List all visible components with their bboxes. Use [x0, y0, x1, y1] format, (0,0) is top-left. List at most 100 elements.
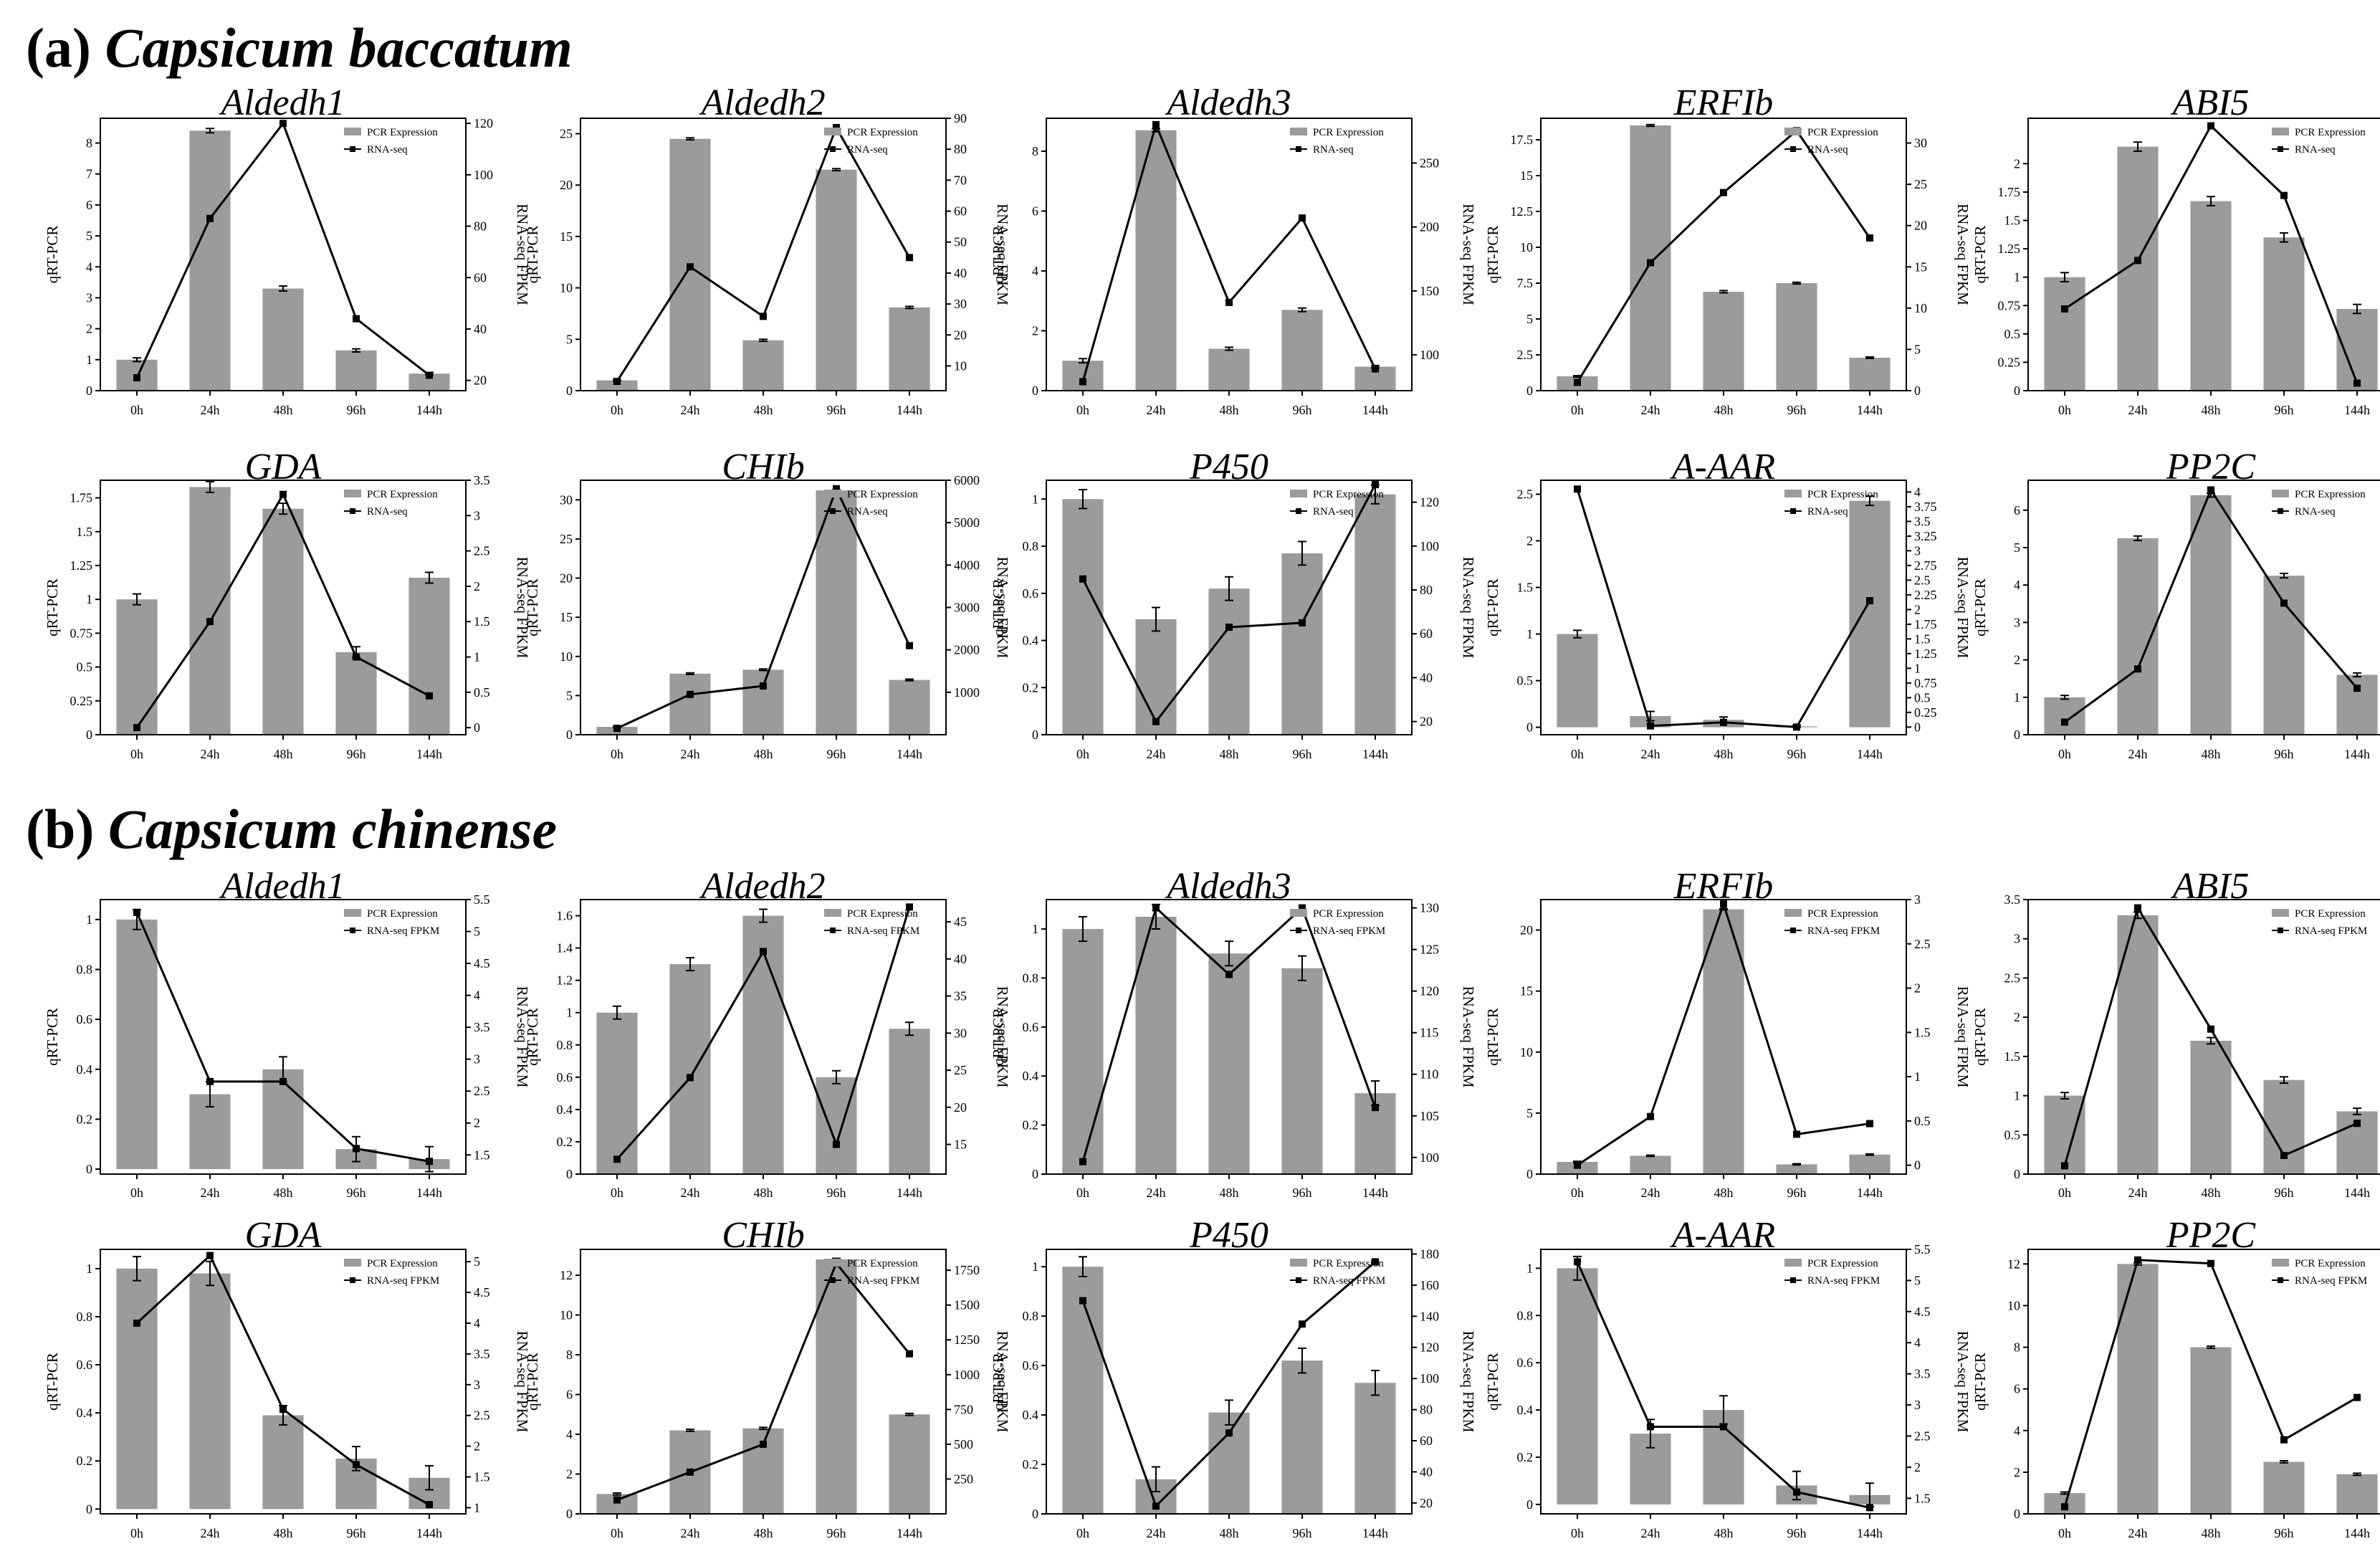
right-axis-title: RNA-seq FPKM [1460, 1331, 1477, 1433]
legend-swatch-marker [350, 508, 355, 514]
legend-label: PCR Expression [1807, 1258, 1878, 1269]
legend-label: PCR Expression [1313, 489, 1384, 500]
left-tick-label: 15 [1520, 168, 1533, 183]
right-tick-label: 0 [1914, 1158, 1921, 1173]
legend-label: PCR Expression [367, 127, 438, 138]
bar [262, 1069, 304, 1170]
legend-swatch-marker [1296, 928, 1301, 933]
left-tick-label: 0.4 [1023, 634, 1039, 648]
rna-seq-point [2280, 1151, 2288, 1159]
rna-seq-point [1225, 971, 1233, 978]
left-axis-title: qRT-PCR [1972, 226, 1989, 284]
right-tick-label: 0.5 [474, 685, 490, 700]
x-tick-label: 144h [1857, 747, 1883, 761]
right-tick-label: 25 [1914, 177, 1927, 191]
left-tick-label: 2 [1032, 323, 1038, 338]
rna-seq-point [906, 642, 913, 649]
legend-label: PCR Expression [2295, 1258, 2366, 1269]
left-tick-label: 0 [1526, 1167, 1533, 1181]
chart-b-abi5: ABI500.511.522.533.5501001502002500h24h4… [1972, 866, 2380, 1200]
right-tick-label: 3 [1914, 892, 1921, 907]
right-tick-label: 70 [954, 173, 967, 187]
legend-swatch-bar [344, 1259, 361, 1267]
legend-swatch-bar [1290, 909, 1307, 917]
left-tick-label: 8 [566, 1348, 573, 1362]
rna-seq-point [2280, 599, 2288, 607]
rna-seq-point [1372, 1104, 1379, 1112]
x-tick-label: 0h [1571, 1526, 1584, 1540]
bar [2117, 1264, 2159, 1514]
right-tick-label: 3 [1914, 1398, 1921, 1412]
x-tick-label: 48h [754, 403, 773, 417]
right-tick-label: 0 [474, 720, 480, 735]
legend-swatch-bar [1290, 490, 1307, 497]
left-tick-label: 0.75 [1998, 298, 2021, 313]
bar [1062, 361, 1104, 391]
panel-a-title: (a) Capsicum baccatum [26, 20, 573, 76]
right-axis-title: RNA-seq FPKM [1460, 986, 1477, 1088]
right-tick-label: 3.5 [1914, 514, 1931, 528]
chart-b-pp2c: PP2C024681012501001502002503003504000h24… [1972, 1215, 2380, 1540]
rna-seq-point [426, 692, 433, 700]
chart-a-pp2c: PP2C0123456501001502002500h24h48h96h144h… [1972, 447, 2380, 761]
legend-label: RNA-seq FPKM [1313, 925, 1385, 937]
left-tick-label: 1.5 [77, 525, 93, 539]
legend-label: PCR Expression [1313, 127, 1384, 138]
left-tick-label: 0 [1032, 383, 1038, 398]
left-tick-label: 15 [1520, 984, 1533, 998]
left-tick-label: 1.5 [2004, 214, 2021, 228]
right-tick-label: 100 [1420, 1150, 1439, 1165]
left-tick-label: 8 [2014, 1340, 2020, 1355]
x-tick-label: 144h [1857, 1526, 1883, 1540]
x-tick-label: 96h [2275, 1186, 2294, 1200]
left-tick-label: 30 [560, 492, 573, 507]
rna-seq-point [2134, 665, 2141, 673]
rna-seq-point [2353, 1120, 2361, 1128]
legend-label: RNA-seq [1807, 506, 1848, 518]
rna-seq-point [1647, 259, 1654, 267]
rna-seq-point [613, 378, 621, 386]
rna-seq-point [353, 1145, 360, 1153]
right-tick-label: 1.5 [474, 1470, 490, 1484]
chart-a-aldedh2: Aldedh2 0 5 10 15 20 25 10 20 30 40 50 60 70 80 90 0h 24h… [524, 82, 1011, 417]
right-tick-label: 50 [954, 235, 967, 249]
x-tick-label: 24h [1641, 747, 1660, 761]
left-tick-label: 6 [2014, 503, 2020, 518]
rna-seq-point [760, 682, 767, 690]
rna-seq-point [687, 1074, 694, 1082]
x-tick-label: 48h [274, 403, 293, 417]
bar [1849, 1154, 1891, 1174]
chart-b-p450: P45000.20.40.60.812040608010012014016018… [990, 1215, 1477, 1540]
bar [335, 350, 377, 391]
rna-seq-point [906, 903, 913, 911]
left-tick-label: 1 [566, 1006, 573, 1020]
left-tick-label: 0.8 [77, 1310, 93, 1324]
x-tick-label: 0h [2058, 1186, 2071, 1200]
left-tick-label: 4 [566, 1427, 573, 1441]
left-tick-label: 0 [1032, 1507, 1038, 1521]
right-tick-label: 105 [1420, 1109, 1439, 1123]
legend-swatch-bar [1784, 128, 1802, 135]
left-tick-label: 0 [2014, 1167, 2020, 1181]
right-tick-label: 60 [1420, 626, 1433, 641]
rna-seq-point [2061, 1162, 2068, 1170]
x-tick-label: 48h [274, 747, 293, 761]
legend-label: RNA-seq [367, 506, 408, 518]
x-tick-label: 0h [2058, 403, 2071, 417]
right-tick-label: 4.5 [474, 1285, 490, 1300]
chart-b-a-aar: A-AAR00.20.40.60.811.522.533.544.555.50h… [1484, 1215, 1972, 1540]
right-tick-label: 2.5 [1914, 937, 1931, 951]
bar [816, 1259, 857, 1514]
right-axis-title: RNA-seq FPKM [994, 557, 1011, 659]
chart-title: Aldedh2 [699, 82, 825, 123]
chart-b-aldedh3: Aldedh3 0 0.2 0.4 0.6 0.8 1 100 105 110 115 120 125 1… [990, 866, 1477, 1200]
legend-label: PCR Expression [2295, 127, 2366, 138]
x-tick-label: 144h [2344, 1526, 2370, 1540]
right-tick-label: 1750 [954, 1263, 980, 1277]
bar [889, 1029, 930, 1174]
right-tick-label: 5 [1914, 342, 1921, 356]
right-tick-label: 25 [954, 1063, 967, 1077]
left-tick-label: 0.2 [77, 1454, 93, 1468]
left-tick-label: 7 [86, 167, 92, 181]
bar [1557, 634, 1598, 728]
